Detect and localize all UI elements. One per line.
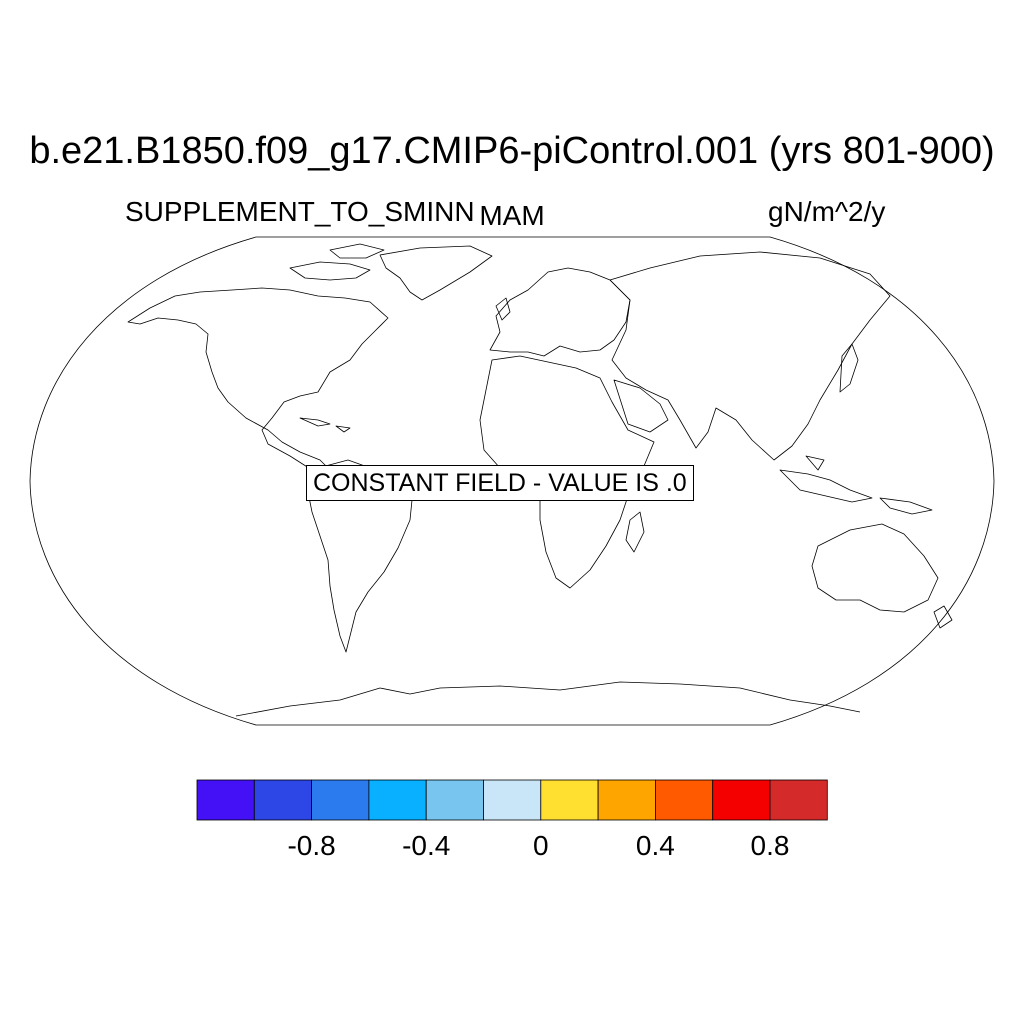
coastline-japan [839,343,859,393]
colorbar-box-8 [655,779,714,821]
coastline-madagascar [625,511,645,553]
season-label: MAM [479,200,545,231]
coastline-new-zealand [933,605,953,629]
coastline-caribbean [299,417,351,433]
units-label: gN/m^2/y [768,196,886,227]
colorbar-box-10 [769,779,828,821]
colorbar-box-7 [597,779,656,821]
colorbar-tick-label-0: -0.8 [287,830,335,861]
coastline-antarctica [235,681,861,717]
colorbar-box-9 [712,779,771,821]
colorbar-box-1 [253,779,313,821]
coastline-north-america [127,287,389,471]
plot-title: b.e21.B1850.f09_g17.CMIP6-piControl.001 … [29,130,995,172]
coastline-australia [811,523,939,613]
coastline-arabia [613,379,669,433]
coastline-new-guinea [879,497,933,515]
coastline-maritime-asia [779,455,873,503]
colorbar-box-2 [311,779,370,821]
colorbar-tick-label-1: -0.4 [402,830,450,861]
colorbar-box-3 [368,779,427,821]
colorbar-tick-label-3: 0.4 [636,830,675,861]
colorbar-box-5 [483,779,542,821]
colorbar-box-0 [196,779,255,821]
coastline-greenland [379,245,493,301]
variable-label: SUPPLEMENT_TO_SMINN [125,196,475,227]
coastline-asia [609,251,891,461]
coastline-arctic-islands [289,243,385,281]
constant-field-notice: CONSTANT FIELD - VALUE IS .0 [306,465,694,501]
colorbar-tick-label-2: 0 [533,830,549,861]
colorbar-tick-label-4: 0.8 [751,830,790,861]
colorbar-box-4 [425,779,484,821]
colorbar-box-6 [540,779,599,821]
coastline-british-isles [495,297,511,321]
